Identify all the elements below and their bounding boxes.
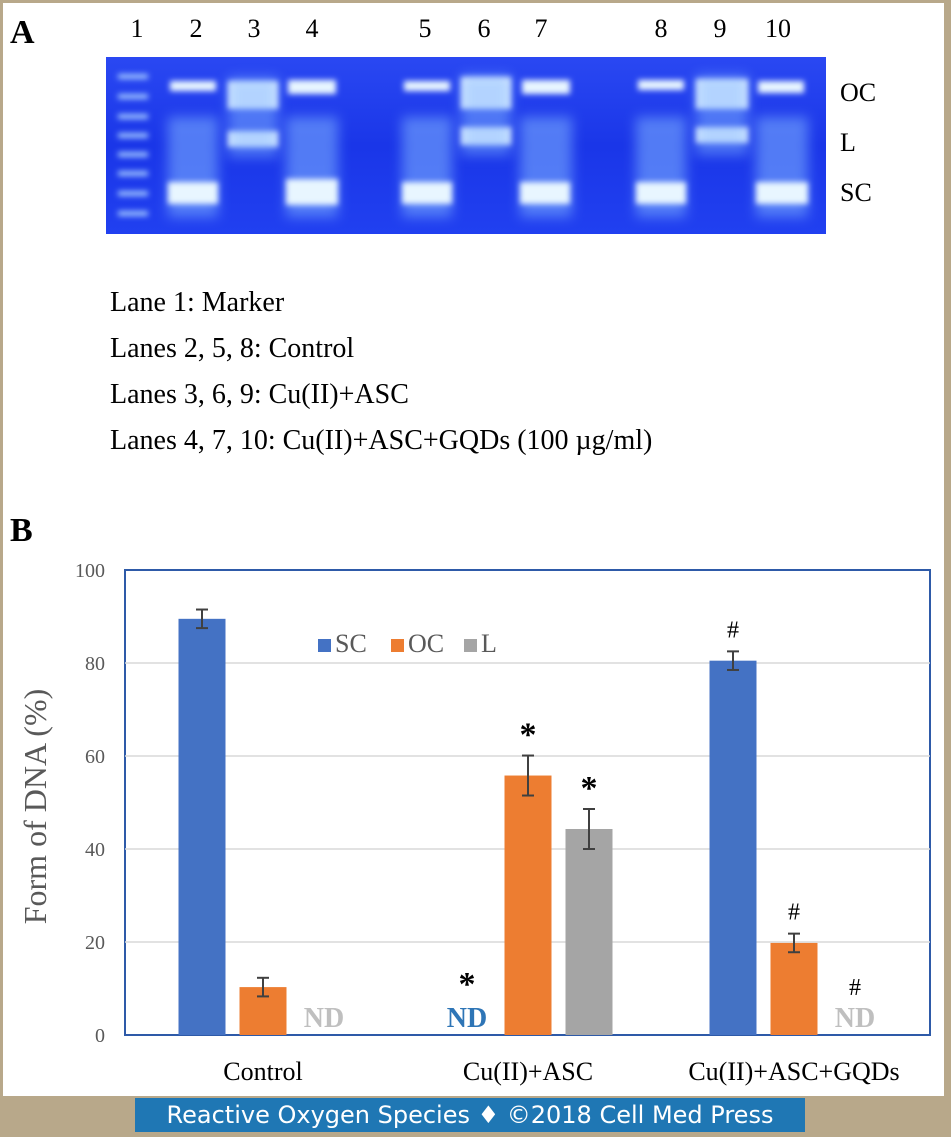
x-category-label: Cu(II)+ASC xyxy=(463,1057,593,1086)
bar-l xyxy=(565,829,613,1035)
lane-legend-line: Lanes 2, 5, 8: Control xyxy=(110,333,355,364)
footer-bar: Reactive Oxygen Species ♦ ©2018 Cell Med… xyxy=(135,1098,805,1132)
significance-mark: * xyxy=(459,966,476,1003)
y-tick-label: 60 xyxy=(85,746,105,768)
significance-mark: # xyxy=(849,975,861,1001)
legend-swatch xyxy=(391,639,404,652)
legend-label: OC xyxy=(408,629,444,658)
band-label-sc: SC xyxy=(840,178,872,207)
legend-swatch xyxy=(318,639,331,652)
lane-number: 4 xyxy=(305,14,319,43)
nd-label: ND xyxy=(447,1003,487,1034)
y-tick-label: 20 xyxy=(85,932,105,954)
significance-mark: # xyxy=(788,900,800,926)
bar-sc xyxy=(709,660,757,1035)
y-tick-label: 100 xyxy=(75,560,105,582)
significance-mark: * xyxy=(581,770,598,807)
x-category-label: Cu(II)+ASC+GQDs xyxy=(688,1057,899,1086)
lane-legend-line: Lanes 3, 6, 9: Cu(II)+ASC xyxy=(110,379,409,410)
lane-number: 10 xyxy=(765,14,791,43)
y-tick-label: 0 xyxy=(95,1025,105,1047)
lane-number: 6 xyxy=(477,14,491,43)
lane-number: 2 xyxy=(189,14,203,43)
significance-mark: * xyxy=(520,717,537,754)
y-tick-label: 80 xyxy=(85,653,105,675)
panel-b-letter: B xyxy=(10,512,33,549)
bar-sc xyxy=(178,618,226,1035)
bar-oc xyxy=(504,775,552,1035)
lane-number: 7 xyxy=(534,14,548,43)
nd-label: ND xyxy=(304,1003,344,1034)
bar-oc xyxy=(770,942,818,1035)
lane-number: 3 xyxy=(247,14,261,43)
lane-number: 1 xyxy=(130,14,144,43)
y-tick-label: 40 xyxy=(85,839,105,861)
lane-legend-line: Lane 1: Marker xyxy=(110,287,285,318)
lane-legend-line: Lanes 4, 7, 10: Cu(II)+ASC+GQDs (100 µg/… xyxy=(110,425,653,456)
nd-label: ND xyxy=(835,1003,875,1034)
legend-label: SC xyxy=(335,629,367,658)
band-label-oc: OC xyxy=(840,78,877,107)
gel-bands xyxy=(106,57,826,234)
band-label-l: L xyxy=(840,128,856,157)
legend-swatch xyxy=(464,639,477,652)
legend-label: L xyxy=(481,629,497,658)
lane-number: 8 xyxy=(654,14,668,43)
significance-mark: # xyxy=(727,617,739,643)
lane-number: 9 xyxy=(713,14,727,43)
y-axis-title: Form of DNA (%) xyxy=(17,689,53,925)
lane-number: 5 xyxy=(418,14,432,43)
gel-image xyxy=(106,57,826,234)
x-category-label: Control xyxy=(223,1057,302,1086)
panel-a-letter: A xyxy=(10,14,35,51)
lane-legend: Lane 1: Marker Lanes 2, 5, 8: Control La… xyxy=(110,280,652,464)
